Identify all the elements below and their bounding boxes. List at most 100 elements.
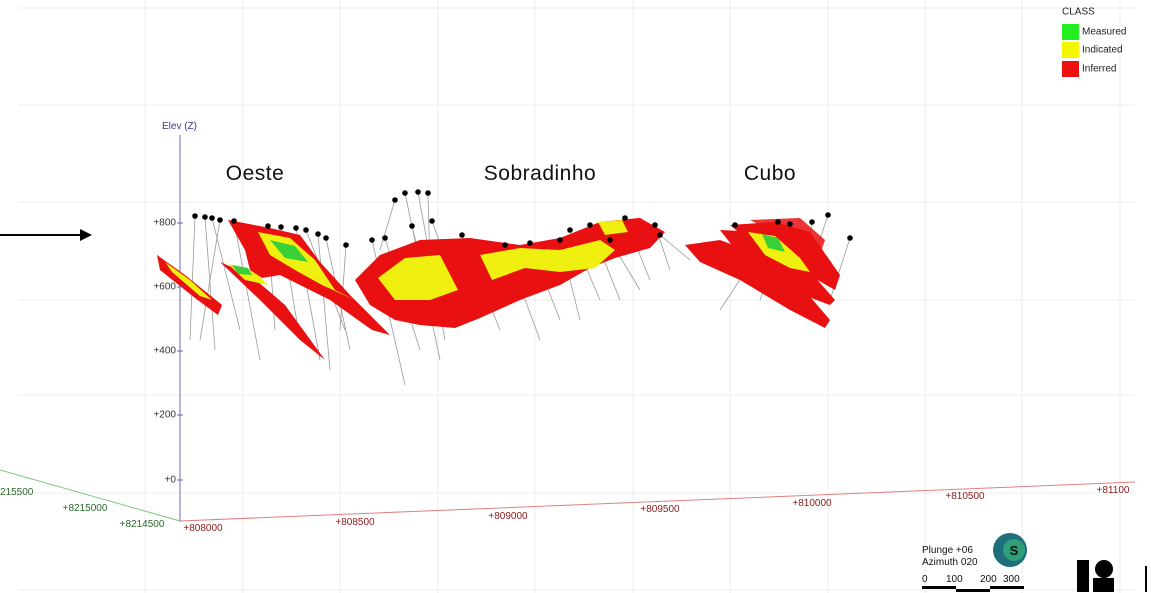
northing-tick-label: 215500: [0, 487, 34, 498]
drill-collar: [402, 190, 408, 196]
pointer-arrow-head: [80, 229, 92, 241]
drill-hole: [199, 219, 221, 341]
elevation-tick-label: +600: [153, 282, 176, 293]
northing-tick-label: +8215000: [63, 503, 108, 514]
orebody-inferred: [685, 240, 830, 328]
drill-collar: [652, 222, 658, 228]
orebody-indicated: [598, 220, 628, 235]
easting-axis-line: [179, 481, 1136, 522]
compass-label: S: [1010, 543, 1019, 558]
logo: [1077, 560, 1089, 592]
drill-hole: [211, 217, 241, 331]
drill-collar: [429, 218, 435, 224]
drill-collar: [392, 197, 398, 203]
legend-swatch: [1062, 61, 1079, 77]
drill-collar: [527, 240, 533, 246]
drill-collar: [775, 219, 781, 225]
drill-collar: [265, 223, 271, 229]
drill-collar: [825, 212, 831, 218]
logo: [1093, 578, 1114, 592]
legend-title: CLASS: [1062, 7, 1095, 18]
drill-collar: [415, 189, 421, 195]
scale-bar: [956, 589, 990, 592]
northing-axis-line: [0, 469, 181, 522]
drill-collar: [502, 242, 508, 248]
area-label: Oeste: [226, 162, 285, 185]
orebody-inferred: [750, 218, 825, 255]
legend-label: Indicated: [1082, 45, 1123, 56]
scale-bar: [990, 586, 1024, 589]
drill-collar: [315, 231, 321, 237]
drill-collar: [787, 221, 793, 227]
elevation-tick-label: +400: [153, 346, 176, 357]
drill-collar: [425, 190, 431, 196]
drill-collar: [293, 225, 299, 231]
easting-tick-label: +809000: [488, 511, 528, 522]
ore-bodies: [157, 218, 840, 360]
easting-tick-label: +809500: [640, 504, 680, 515]
compass-inner: [1003, 539, 1025, 561]
legend-swatch: [1062, 42, 1079, 58]
elevation-axis-title: Elev (Z): [162, 121, 197, 132]
drill-collar: [622, 215, 628, 221]
drill-collar: [459, 232, 465, 238]
drill-collar: [303, 227, 309, 233]
drill-collar: [323, 235, 329, 241]
orebody-indicated: [165, 262, 212, 300]
legend-label: Measured: [1082, 27, 1126, 38]
drill-hole: [233, 220, 261, 361]
orebody-indicated: [378, 255, 458, 300]
drill-hole: [317, 233, 331, 371]
plunge-label: Plunge +06: [922, 545, 973, 556]
drill-collar: [209, 215, 215, 221]
orebody-indicated: [480, 240, 615, 280]
easting-tick-label: +808500: [335, 517, 375, 528]
drill-collar: [409, 223, 415, 229]
drill-collar: [809, 219, 815, 225]
drill-collar: [217, 217, 223, 223]
area-label: Cubo: [744, 162, 796, 185]
easting-tick-label: +810500: [945, 491, 985, 502]
orebody-measured: [762, 234, 785, 252]
easting-tick-label: +808000: [183, 523, 223, 534]
drill-collar: [557, 237, 563, 243]
azimuth-label: Azimuth 020: [922, 557, 978, 568]
easting-tick-label: +81100: [1097, 485, 1130, 496]
drill-collar: [231, 218, 237, 224]
drill-collar: [607, 237, 613, 243]
scale-bar: [922, 586, 956, 589]
drill-hole: [204, 216, 216, 351]
drill-collar: [278, 224, 284, 230]
grid: [18, 0, 1135, 593]
legend-swatch: [1062, 24, 1079, 40]
northing-tick-label: +8214500: [120, 519, 165, 530]
scale-label: 0: [922, 574, 928, 585]
scale-label: 200: [980, 574, 997, 585]
orebody-measured: [270, 240, 308, 262]
drill-collar: [369, 237, 375, 243]
easting-tick-label: +810000: [792, 498, 832, 509]
drill-hole: [659, 234, 691, 261]
elevation-tick-label: +800: [153, 218, 176, 229]
drill-collar: [732, 222, 738, 228]
drill-collar: [847, 235, 853, 241]
logo-bar: [1145, 566, 1147, 592]
orebody-inferred: [720, 230, 835, 305]
drill-hole: [829, 237, 851, 301]
orebody-indicated: [748, 232, 810, 272]
orebody-measured: [232, 265, 252, 275]
logo: [1095, 560, 1113, 578]
scale-label: 100: [946, 574, 963, 585]
drill-hole: [379, 199, 396, 251]
drill-hole: [189, 215, 196, 341]
drill-collar: [657, 232, 663, 238]
drill-collar: [382, 235, 388, 241]
area-label: Sobradinho: [484, 162, 596, 185]
elevation-tick-label: +200: [153, 410, 176, 421]
drill-collar: [587, 222, 593, 228]
drill-collar: [567, 227, 573, 233]
drill-collar: [343, 242, 349, 248]
elevation-tick-label: +0: [165, 475, 177, 486]
drill-collar: [192, 213, 198, 219]
